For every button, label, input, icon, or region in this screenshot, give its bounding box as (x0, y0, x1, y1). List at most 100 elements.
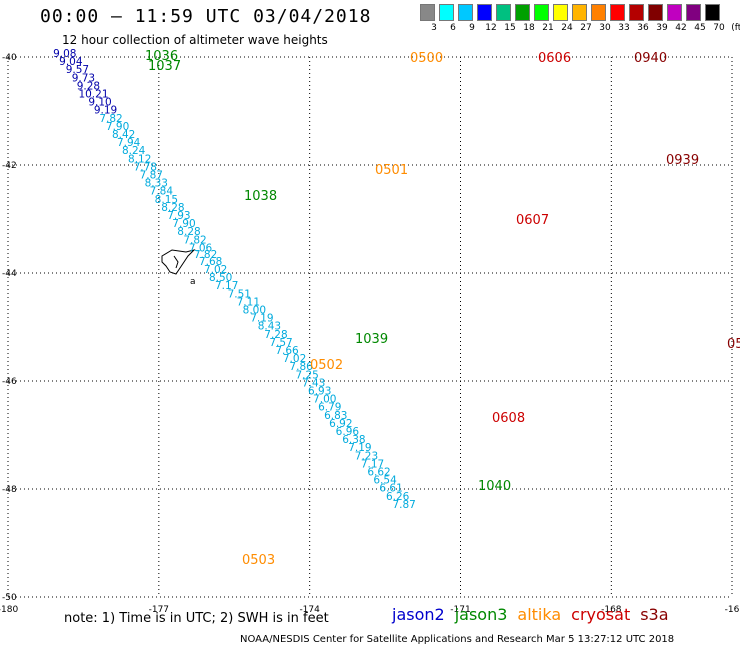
wave-height-value: 6.92 (329, 418, 352, 430)
island-label: a (190, 277, 196, 287)
pass-time-label: 1036 (145, 49, 178, 64)
wave-height-value: 8.24 (122, 145, 146, 157)
color-scale-label: 18 (523, 23, 535, 33)
wave-height-value: 7.82 (183, 234, 206, 246)
latitude-tick-label: -42 (2, 161, 17, 171)
mission-legend-item: altika (517, 605, 562, 624)
wave-height-value: 7.66 (275, 345, 299, 357)
color-swatch (572, 4, 587, 21)
color-swatch (534, 4, 549, 21)
color-swatch (610, 4, 625, 21)
color-swatch (591, 4, 606, 21)
wave-height-value: 7.11 (237, 296, 260, 308)
wave-height-value: 6.79 (318, 402, 341, 414)
wave-height-value: 9.73 (72, 72, 95, 84)
wave-height-value: 7.02 (283, 353, 306, 365)
wave-height-value: 6.38 (342, 434, 365, 446)
pass-time-label: 0606 (538, 51, 571, 66)
map-note: note: 1) Time is in UTC; 2) SWH is in fe… (64, 611, 329, 626)
wave-height-value: 7.82 (99, 113, 122, 125)
wave-height-value: 8.15 (155, 194, 178, 206)
color-scale-label: 12 (485, 23, 497, 33)
wave-height-value: 7.17 (215, 280, 238, 292)
pass-time-label: 0500 (410, 51, 443, 66)
color-scale-label: 36 (637, 23, 649, 33)
wave-height-value: 6.26 (386, 491, 410, 503)
longitude-tick-label: -174 (299, 605, 320, 615)
wave-height-value: 7.19 (348, 442, 371, 454)
map-grid (7, 56, 733, 598)
wave-height-value: 8.50 (209, 272, 232, 284)
color-swatch (439, 4, 454, 21)
wave-height-value: 7.23 (355, 450, 378, 462)
wave-height-value: 7.93 (167, 210, 190, 222)
pass-time-label: 0501 (375, 163, 408, 178)
color-scale-label: (ft) (731, 23, 740, 33)
wave-height-value: 7.87 (140, 170, 163, 182)
wave-height-value: 8.28 (161, 202, 184, 214)
color-swatch (420, 4, 435, 21)
wave-height-value: 8.12 (128, 153, 151, 165)
wave-height-value: 7.87 (392, 499, 415, 511)
color-scale-label: 15 (504, 23, 516, 33)
pass-time-label: 0608 (492, 411, 525, 426)
mission-legend-item: cryosat (571, 605, 631, 624)
color-scale-label: 42 (675, 23, 687, 33)
color-scale-label: 39 (656, 23, 668, 33)
wave-height-value: 7.57 (269, 337, 292, 349)
color-swatch (477, 4, 492, 21)
mission-legend-item: jason3 (454, 605, 508, 624)
color-swatch (705, 4, 720, 21)
wave-height-value: 6.96 (336, 426, 360, 438)
color-scale-label: 3 (431, 23, 437, 33)
wave-height-value: 7.02 (204, 264, 227, 276)
color-swatch (667, 4, 682, 21)
wave-height-value: 6.62 (367, 467, 390, 479)
latitude-tick-label: -40 (2, 53, 17, 63)
pass-time-label: 0940 (634, 51, 667, 66)
pass-time-label: 0607 (516, 213, 549, 228)
color-scale-label: 21 (542, 23, 554, 33)
mission-legend-item: s3a (640, 605, 669, 624)
wave-height-value: 8.00 (243, 305, 266, 317)
color-swatch (629, 4, 644, 21)
wave-height-value: 8.42 (112, 129, 135, 141)
color-swatch (648, 4, 663, 21)
latitude-tick-label: -48 (2, 485, 17, 495)
color-swatch (458, 4, 473, 21)
mission-legend: jason2 jason3 altika cryosat s3a (392, 605, 679, 624)
pass-time-label: 0939 (666, 153, 699, 168)
longitude-tick-label: -168 (601, 605, 622, 615)
color-scale-label: 6 (450, 23, 456, 33)
pass-time-label: 0502 (310, 358, 343, 373)
wave-height-value: 9.28 (77, 80, 100, 92)
longitude-tick-label: -177 (149, 605, 169, 615)
pass-time-label: 0503 (242, 553, 275, 568)
color-scale-label: 9 (469, 23, 475, 33)
color-scale-label: 27 (580, 23, 592, 33)
longitude-tick-label: -16 (725, 605, 740, 615)
wave-height-value: 7.82 (194, 249, 217, 261)
longitude-tick-label: -180 (0, 605, 18, 615)
wave-height-value: 9.10 (88, 97, 111, 109)
wave-height-value: 7.86 (289, 361, 313, 373)
wave-height-value: 7.78 (134, 161, 157, 173)
wave-height-value: 8.33 (145, 178, 168, 190)
pass-time-label: 1038 (244, 189, 277, 204)
wave-height-value: 7.84 (150, 186, 174, 198)
latitude-tick-label: -46 (2, 377, 17, 387)
latitude-tick-label: -44 (2, 269, 17, 279)
page-subtitle: 12 hour collection of altimeter wave hei… (62, 33, 328, 47)
wave-height-value: 7.06 (189, 242, 213, 254)
wave-height-value: 7.43 (302, 377, 325, 389)
wave-height-value: 7.17 (361, 458, 384, 470)
wave-height-value: 7.68 (199, 256, 222, 268)
wave-height-value: 8.43 (258, 321, 281, 333)
wave-height-value: 6.54 (373, 475, 397, 487)
color-swatch (515, 4, 530, 21)
pass-time-label: 1039 (355, 332, 388, 347)
wave-height-value: 7.19 (250, 313, 273, 325)
page-title: 00:00 – 11:59 UTC 03/04/2018 (40, 6, 372, 27)
island-shape: a (161, 249, 196, 287)
wave-height-value: 7.90 (172, 218, 195, 230)
